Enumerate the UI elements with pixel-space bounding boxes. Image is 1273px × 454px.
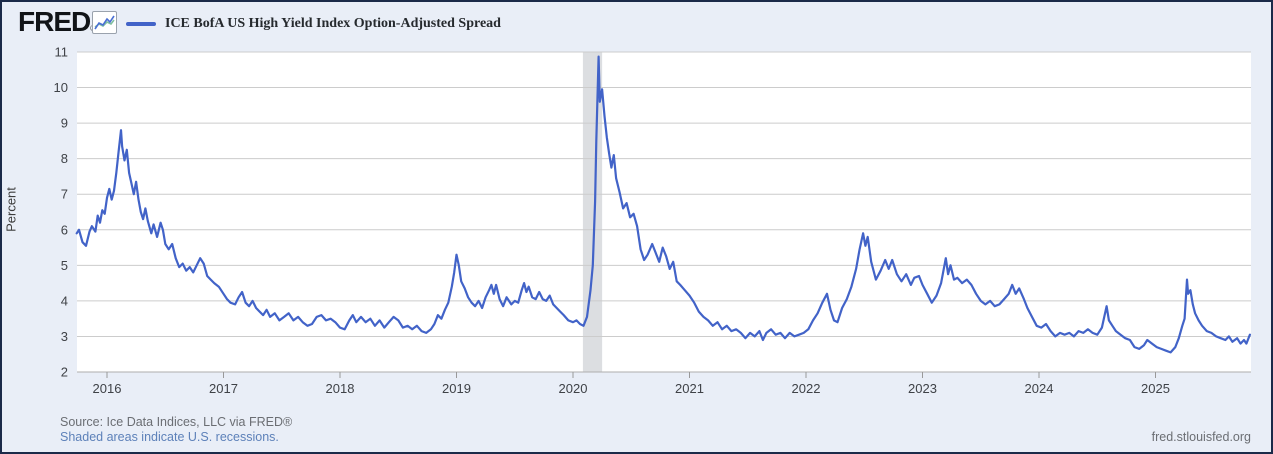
x-tick-label: 2023 — [908, 381, 937, 396]
x-tick-label: 2021 — [675, 381, 704, 396]
spread-line-chart: 2 3 4 5 6 7 8 9 10 11 2016 2017 2018 2019 2020 2021 2022… — [54, 45, 1251, 396]
x-tick-label: 2017 — [209, 381, 238, 396]
x-tick-label: 2022 — [792, 381, 821, 396]
y-tick-label: 4 — [61, 293, 68, 308]
y-tick-label: 9 — [61, 116, 68, 131]
y-tick-label: 6 — [61, 222, 68, 237]
x-tick-label: 2018 — [326, 381, 355, 396]
fred-site-text: fred.stlouisfed.org — [1151, 430, 1251, 444]
x-tick-label: 2024 — [1025, 381, 1054, 396]
fred-logo-text: FRED — [18, 6, 91, 37]
plot-background — [77, 52, 1251, 372]
series-line — [75, 55, 1251, 354]
recession-shading-link[interactable]: Shaded areas indicate U.S. recessions. — [60, 430, 279, 444]
y-tick-label: 8 — [61, 151, 68, 166]
fred-sparkline-icon — [92, 11, 117, 34]
y-tick-label: 11 — [55, 45, 69, 60]
y-tick-label: 10 — [54, 80, 68, 95]
x-tick-label: 2019 — [442, 381, 471, 396]
legend: ICE BofA US High Yield Index Option-Adju… — [126, 15, 501, 33]
y-tick-label: 5 — [61, 258, 68, 273]
y-tick-label: 3 — [61, 329, 68, 344]
x-tick-label: 2020 — [559, 381, 588, 396]
x-tick-label: 2025 — [1141, 381, 1170, 396]
x-tick-label: 2016 — [93, 381, 122, 396]
legend-line-swatch — [126, 22, 156, 26]
legend-series-label: ICE BofA US High Yield Index Option-Adju… — [165, 16, 501, 31]
fred-logo[interactable]: FRED® — [18, 6, 96, 42]
y-tick-label: 2 — [61, 365, 68, 380]
y-tick-label: 7 — [61, 187, 68, 202]
source-attribution: Source: Ice Data Indices, LLC via FRED® — [60, 415, 293, 429]
